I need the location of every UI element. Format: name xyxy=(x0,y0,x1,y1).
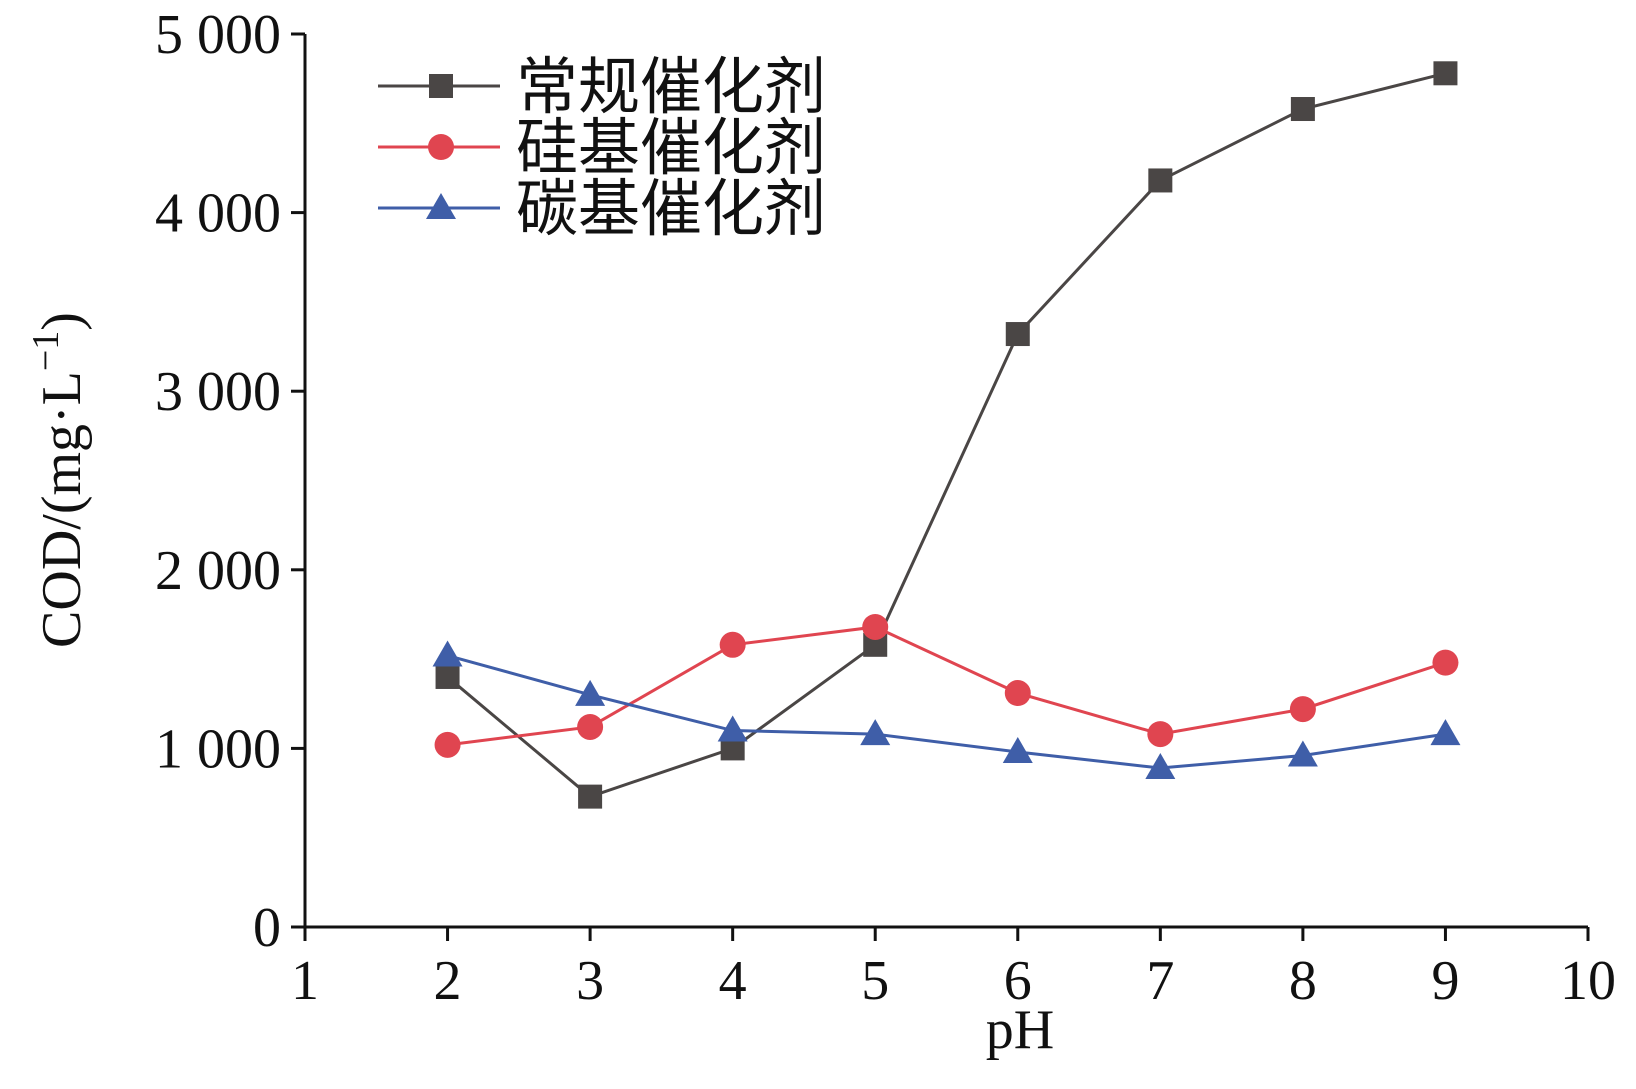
y-tick-label: 0 xyxy=(253,897,281,959)
series-line xyxy=(446,71,1446,799)
data-point xyxy=(578,784,603,809)
legend-entry: 常规催化剂 xyxy=(378,50,826,123)
series-1 xyxy=(435,61,1458,809)
x-tick-label: 6 xyxy=(1004,950,1032,1012)
y-tick-label: 5 000 xyxy=(155,4,281,66)
data-point xyxy=(719,631,746,658)
data-point xyxy=(1432,649,1459,676)
data-point xyxy=(432,640,463,667)
legend-label: 硅基催化剂 xyxy=(516,111,826,184)
data-point xyxy=(575,679,606,706)
data-point xyxy=(577,713,604,740)
series-3 xyxy=(432,640,1461,780)
x-tick-label: 4 xyxy=(719,950,747,1012)
data-point xyxy=(435,664,460,689)
data-point xyxy=(717,715,748,742)
y-tick-label: 2 000 xyxy=(155,540,281,602)
data-point xyxy=(434,731,461,758)
y-axis-title-sup: −1 xyxy=(25,331,67,371)
legend-marker xyxy=(428,134,454,160)
y-ticks: 0 1 000 2 000 3 000 4 000 5 000 xyxy=(155,4,305,959)
y-axis-title: COD/(mg·L−1) xyxy=(25,312,93,648)
axes xyxy=(303,34,1588,929)
x-tick-label: 3 xyxy=(576,950,604,1012)
data-point xyxy=(1147,721,1174,748)
series-line xyxy=(447,654,1446,770)
data-point xyxy=(1430,719,1461,746)
legend-label: 常规催化剂 xyxy=(516,50,826,123)
x-axis-title: pH xyxy=(986,999,1054,1061)
data-point xyxy=(1004,680,1031,707)
legend-label: 碳基催化剂 xyxy=(516,172,826,245)
series-layer xyxy=(432,61,1461,809)
y-tick-label: 1 000 xyxy=(155,718,281,780)
legend-entry: 碳基催化剂 xyxy=(378,172,826,245)
data-point xyxy=(1148,168,1173,193)
data-point xyxy=(1289,696,1316,723)
x-tick-label: 8 xyxy=(1289,950,1317,1012)
data-point xyxy=(1005,322,1030,347)
x-ticks: 1 2 3 4 5 6 7 8 9 10 xyxy=(291,927,1616,1012)
data-point xyxy=(1002,736,1033,763)
series-2 xyxy=(434,613,1459,758)
series-line xyxy=(447,625,1446,747)
x-tick-label: 7 xyxy=(1146,950,1174,1012)
data-point xyxy=(862,613,889,640)
data-point xyxy=(1433,61,1458,86)
data-point xyxy=(1290,97,1315,122)
y-axis-title-close: ) xyxy=(31,312,93,331)
x-tick-label: 10 xyxy=(1560,950,1616,1012)
y-tick-label: 4 000 xyxy=(155,183,281,245)
x-tick-label: 5 xyxy=(861,950,889,1012)
legend-entry: 硅基催化剂 xyxy=(378,111,826,184)
legend-marker xyxy=(429,74,453,98)
x-tick-label: 2 xyxy=(434,950,462,1012)
y-axis-title-main: COD/(mg·L xyxy=(31,371,93,648)
data-point xyxy=(1145,753,1176,780)
data-point xyxy=(860,719,891,746)
x-tick-label: 9 xyxy=(1431,950,1459,1012)
data-point xyxy=(1287,740,1318,767)
x-tick-label: 1 xyxy=(291,950,319,1012)
legend-marker xyxy=(426,193,456,219)
y-tick-label: 3 000 xyxy=(155,361,281,423)
